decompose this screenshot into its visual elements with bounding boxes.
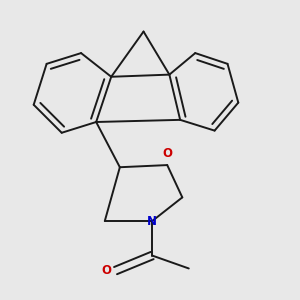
Text: N: N — [147, 214, 157, 228]
Text: O: O — [101, 264, 111, 277]
Text: O: O — [162, 147, 172, 160]
